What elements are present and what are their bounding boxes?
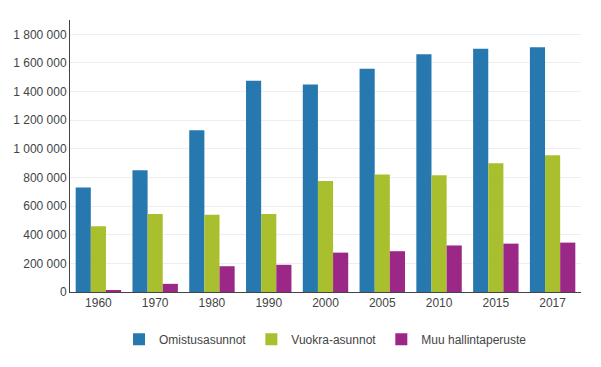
svg-text:1 600 000: 1 600 000 [13, 56, 67, 70]
svg-text:1 000 000: 1 000 000 [13, 142, 67, 156]
svg-text:0: 0 [60, 285, 67, 299]
svg-text:800 000: 800 000 [23, 171, 67, 185]
svg-text:1 800 000: 1 800 000 [13, 28, 67, 42]
svg-text:2000: 2000 [312, 296, 339, 310]
svg-text:400 000: 400 000 [23, 228, 67, 242]
svg-text:200 000: 200 000 [23, 257, 67, 271]
svg-text:1980: 1980 [199, 296, 226, 310]
svg-text:1990: 1990 [255, 296, 282, 310]
svg-text:2005: 2005 [369, 296, 396, 310]
svg-text:1960: 1960 [85, 296, 112, 310]
svg-text:1 400 000: 1 400 000 [13, 85, 67, 99]
svg-text:Vuokra-asunnot: Vuokra-asunnot [291, 333, 376, 347]
svg-text:2017: 2017 [539, 296, 566, 310]
svg-text:600 000: 600 000 [23, 199, 67, 213]
svg-text:2010: 2010 [426, 296, 453, 310]
svg-text:1 200 000: 1 200 000 [13, 113, 67, 127]
svg-text:Omistusasunnot: Omistusasunnot [159, 333, 246, 347]
svg-text:1970: 1970 [142, 296, 169, 310]
svg-text:Muu hallintaperuste: Muu hallintaperuste [421, 333, 526, 347]
svg-text:2015: 2015 [482, 296, 509, 310]
